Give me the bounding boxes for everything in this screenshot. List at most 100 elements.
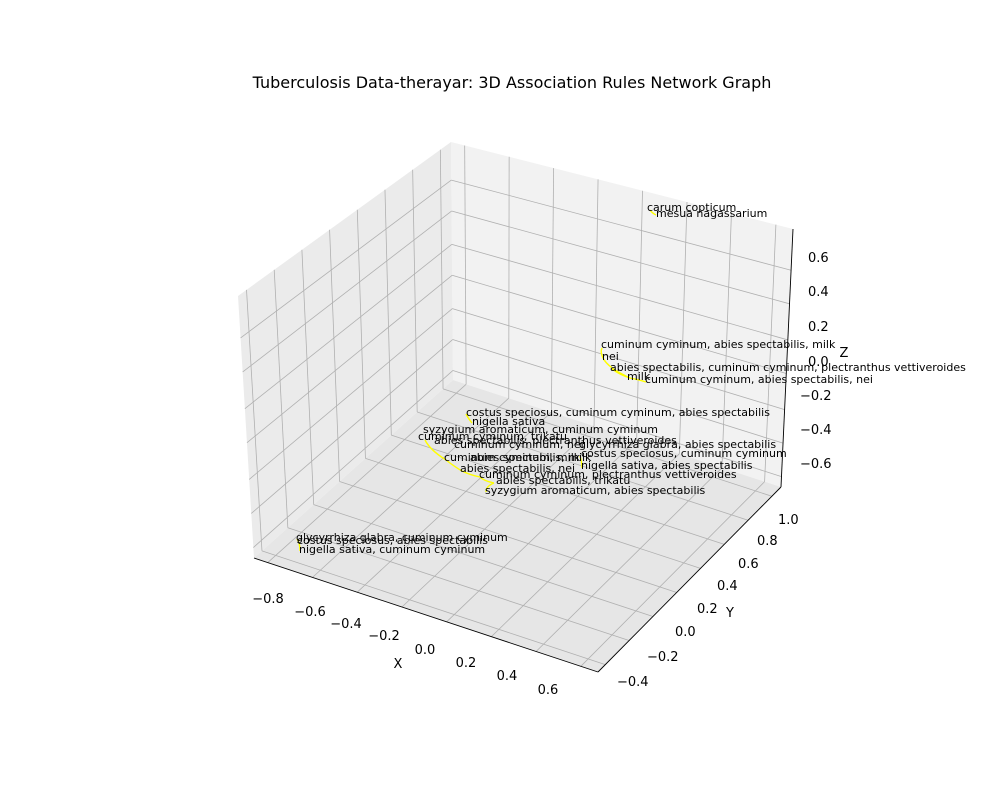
x-tick-label: 0.2 — [456, 656, 477, 671]
node-label: glycyrrhiza glabra, abies spectabilis — [579, 438, 776, 451]
grid-line — [391, 434, 725, 545]
grid-line — [452, 308, 785, 410]
edge — [479, 476, 495, 484]
grid-line — [261, 550, 606, 665]
node-label: cuminum cyminum, nei — [454, 438, 584, 451]
y-tick-label: 0.2 — [697, 602, 718, 617]
edge — [424, 439, 447, 461]
grid-line — [329, 229, 340, 482]
grid-line — [452, 339, 784, 444]
grid-line — [464, 145, 467, 385]
node-label: mesua nagassarium — [656, 207, 767, 220]
grid-line — [442, 388, 772, 497]
node-label: syzygium aromaticum, abies spectabilis — [485, 484, 706, 497]
y-tick-label: 1.0 — [778, 513, 799, 528]
grid-line — [384, 189, 392, 436]
grid-line — [356, 411, 552, 593]
edges — [296, 209, 657, 552]
edge — [296, 538, 301, 552]
node-label: nigella sativa, abies spectabilis — [581, 459, 753, 472]
grid-line — [452, 370, 782, 478]
axis-lines — [253, 228, 794, 673]
grid-line — [244, 244, 453, 409]
x-tick-label: 0.0 — [415, 643, 436, 658]
z-axis-label: Z — [840, 346, 849, 361]
grid-line — [313, 504, 654, 617]
z-axis-line — [780, 228, 794, 488]
node-label: abies spectabilis, trikatu — [496, 474, 630, 487]
edge — [579, 455, 583, 469]
node-label: milk — [627, 370, 651, 383]
node-label: carum copticum — [647, 201, 736, 214]
grid-line — [580, 481, 765, 667]
grid-line — [491, 453, 680, 637]
grid-line — [401, 425, 595, 608]
grid-line — [593, 179, 599, 427]
z-tick-label: −0.6 — [800, 457, 832, 472]
y-axis-label: Y — [725, 606, 734, 621]
grid-line — [446, 439, 637, 623]
edge — [445, 459, 463, 472]
node-label: nigella sativa, cuminum cyminum — [299, 543, 485, 556]
grid-line — [287, 527, 630, 641]
z-tick-label: 0.0 — [808, 355, 829, 370]
edge — [611, 368, 631, 379]
grid-line — [356, 209, 366, 459]
node-label: abies spectabilis, milk — [470, 451, 592, 464]
y-tick-label: 0.4 — [717, 579, 738, 594]
node-label: costus speciosus, cuminum cyminum, abies… — [466, 406, 770, 419]
back-pane — [451, 142, 793, 487]
x-axis-line — [253, 557, 599, 673]
x-tick-labels: −0.8 −0.6 −0.4 −0.2 0.0 0.2 0.4 0.6 — [252, 592, 558, 698]
x-tick-label: 0.4 — [497, 669, 518, 684]
y-tick-label: 0.6 — [738, 557, 759, 572]
x-tick-label: −0.2 — [368, 629, 400, 644]
node-label: cuminum cyminum, abies spectabilis, nei — [645, 373, 873, 386]
grid-line — [451, 210, 790, 305]
z-tick-label: −0.2 — [800, 389, 832, 404]
grid-line — [267, 383, 467, 563]
grid-line — [253, 370, 454, 548]
grid-line — [242, 210, 452, 373]
node-label: nigella sativa — [472, 415, 545, 428]
x-tick-label: 0.6 — [538, 683, 559, 698]
node-label: costus speciosus, cuminum cyminum — [581, 447, 787, 460]
edge — [629, 377, 647, 383]
y-tick-labels: −0.4 −0.2 0.0 0.2 0.4 0.6 0.8 1.0 — [617, 513, 799, 690]
node-label: cuminum cyminum, milk — [444, 451, 581, 464]
floor-pane — [254, 380, 781, 672]
grid-line — [273, 269, 289, 528]
x-axis-label: X — [394, 657, 403, 672]
grid-line — [412, 169, 418, 413]
node-label: syzygium aromaticum, cuminum cyminum — [423, 423, 658, 436]
grid-line — [764, 224, 777, 482]
node-label: abies spectabilis, plectranthus vettiver… — [434, 434, 677, 447]
x-tick-label: −0.6 — [294, 605, 326, 620]
grid-line — [248, 308, 453, 480]
grid-line — [312, 397, 510, 578]
grid-line — [721, 213, 732, 468]
chart-title: Tuberculosis Data-therayar: 3D Associati… — [252, 73, 772, 92]
node-labels: carum copticum mesua nagassarium cuminum… — [296, 201, 966, 556]
node-label: abies spectabilis, nei — [460, 462, 575, 475]
grid-line — [451, 243, 788, 341]
node-label: abies spectabilis, cuminum cyminum, plec… — [610, 361, 966, 374]
grid-line — [240, 179, 452, 339]
grid-line — [439, 149, 444, 389]
node-label: cuminum cyminum, trikatu — [418, 430, 567, 443]
grid-line — [339, 481, 677, 593]
y-tick-label: 0.8 — [757, 534, 778, 549]
edge — [649, 209, 657, 216]
y-axis-line — [597, 486, 782, 673]
node-label: cuminum cyminum, plectranthus vettiveroi… — [479, 468, 737, 481]
z-tick-label: −0.4 — [800, 423, 832, 438]
y-tick-label: −0.4 — [617, 675, 649, 690]
node-label: glycyrrhiza glabra, cuminum cyminum — [296, 531, 508, 544]
x-tick-label: −0.4 — [330, 617, 362, 632]
z-tick-label: 0.6 — [808, 251, 829, 266]
edge — [600, 347, 604, 359]
x-tick-label: −0.8 — [252, 592, 284, 607]
y-tick-label: −0.2 — [647, 650, 679, 665]
